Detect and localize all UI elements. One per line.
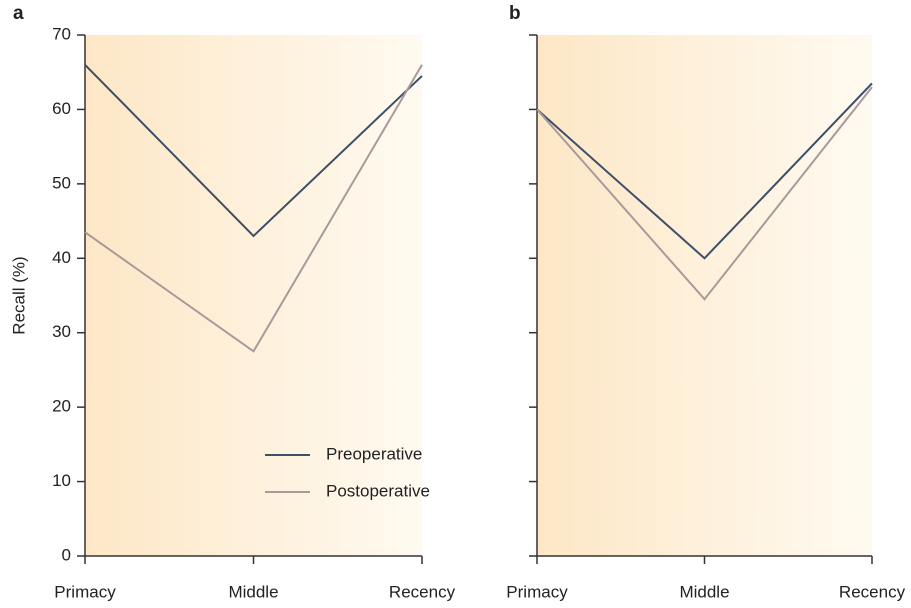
- series-line: [84, 64, 423, 238]
- y-tick-label: 20: [52, 397, 71, 416]
- series-line: [84, 64, 423, 353]
- panel-label: a: [13, 3, 24, 24]
- x-tick-label: Primacy: [506, 582, 568, 601]
- legend-label: Postoperative: [326, 481, 430, 500]
- y-tick-label: 40: [52, 248, 71, 267]
- y-tick-label: 60: [52, 99, 71, 118]
- x-tick-label: Recency: [389, 582, 456, 601]
- x-tick-label: Middle: [679, 582, 729, 601]
- x-tick-label: Recency: [839, 582, 906, 601]
- y-tick-label: 70: [52, 24, 71, 43]
- y-tick-label: 50: [52, 173, 71, 192]
- y-axis-label: Recall (%): [9, 256, 28, 334]
- panel-label: b: [509, 3, 521, 24]
- legend-label: Preoperative: [326, 444, 422, 463]
- y-tick-label: 30: [52, 322, 71, 341]
- x-tick-label: Primacy: [54, 582, 116, 601]
- series-line: [536, 86, 873, 301]
- series-line: [536, 82, 873, 260]
- plot-area: [85, 35, 422, 556]
- y-tick-label: 0: [62, 545, 71, 564]
- plot-area: [537, 35, 872, 556]
- y-tick-label: 10: [52, 471, 71, 490]
- x-tick-label: Middle: [228, 582, 278, 601]
